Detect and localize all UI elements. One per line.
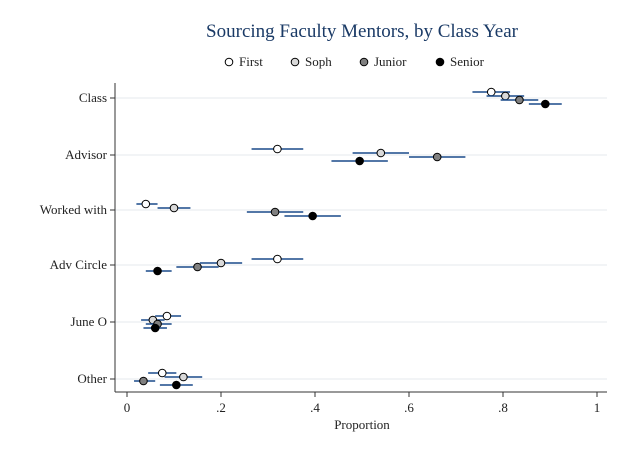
data-point [486, 87, 496, 97]
x-tick-label: .6 [404, 400, 414, 415]
legend-item-soph: Soph [290, 54, 332, 69]
y-tick-label: Other [77, 371, 107, 386]
data-point [193, 262, 202, 272]
y-axis-labels: Class Advisor Worked with Adv Circle June O O… [40, 83, 116, 392]
data-point [273, 254, 282, 264]
x-tick-label: 1 [594, 400, 601, 415]
series-junior [134, 95, 539, 386]
y-tick-label: Class [79, 90, 107, 105]
data-point [139, 376, 148, 386]
data-point [270, 207, 280, 217]
data-point [162, 311, 172, 321]
chart-title: Sourcing Faculty Mentors, by Class Year [206, 21, 519, 42]
data-point [172, 380, 181, 390]
data-point [273, 144, 282, 154]
data-point [169, 203, 179, 213]
y-tick-label: Advisor [65, 147, 108, 162]
data-point [501, 91, 510, 101]
legend-label: Senior [450, 54, 485, 69]
y-tick-label: Worked with [40, 202, 108, 217]
x-tick-label: .4 [310, 400, 320, 415]
legend-label: Soph [305, 54, 332, 69]
data-point [157, 368, 167, 378]
x-axis-title: Proportion [334, 417, 390, 432]
legend-item-senior: Senior [435, 54, 485, 69]
x-tick-label: 0 [124, 400, 131, 415]
legend-marker [359, 57, 369, 67]
legend-label: Junior [374, 54, 407, 69]
grid [115, 97, 607, 380]
series-senior [143, 99, 562, 390]
x-tick-label: .8 [498, 400, 508, 415]
series-soph [141, 91, 525, 382]
legend: First Soph Junior Senior [224, 54, 485, 69]
data-point [179, 372, 188, 382]
data-point [376, 148, 386, 158]
x-tick-label: .2 [216, 400, 226, 415]
legend-item-junior: Junior [359, 54, 407, 69]
y-tick-label: June O [71, 314, 107, 329]
data-point [141, 199, 151, 209]
legend-marker [290, 57, 300, 67]
x-axis: 0 .2 .4 .6 .8 1 [115, 391, 607, 415]
series-first [136, 87, 511, 378]
data-point [153, 266, 162, 276]
data-point [541, 99, 550, 109]
data-point [308, 211, 317, 221]
y-tick-label: Adv Circle [50, 257, 108, 272]
data-point [432, 152, 442, 162]
chart-marks [134, 87, 562, 390]
data-point [355, 156, 364, 166]
data-point [216, 258, 226, 268]
data-point [150, 323, 160, 333]
data-point [515, 95, 524, 105]
legend-marker [435, 57, 445, 67]
legend-marker [224, 57, 234, 67]
legend-item-first: First [224, 54, 263, 69]
legend-label: First [239, 54, 263, 69]
